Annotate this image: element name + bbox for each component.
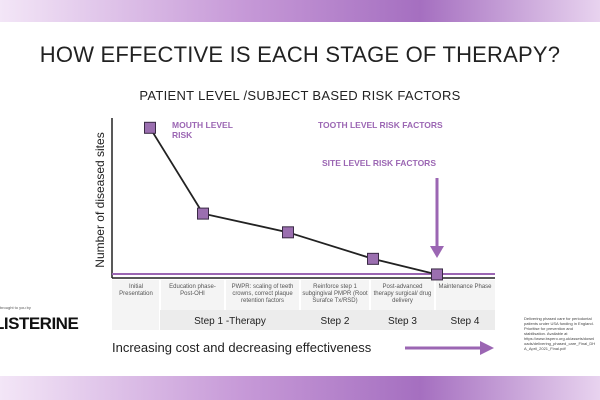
x-tick-label: Maintenance Phase: [438, 284, 492, 290]
step-label: Step 3: [388, 316, 417, 327]
x-tick-label: PWPR: scaling of teeth crowns, correct p…: [231, 284, 294, 304]
annotation: SITE LEVEL RISK FACTORS: [322, 158, 436, 168]
x-tick-label: Post-advanced therapy surgical/ drug del…: [373, 284, 432, 304]
marker: [367, 252, 379, 265]
brand-note: brought to you by: [0, 305, 31, 310]
marker: [431, 268, 443, 281]
cost-arrow-head: [480, 341, 494, 355]
marker: [197, 207, 209, 220]
top-band: [0, 0, 600, 22]
brand: LISTERINE: [0, 314, 79, 333]
marker: [282, 226, 294, 239]
marker: [144, 121, 156, 134]
x-tick-label: Education phase- Post-OHI: [169, 284, 216, 297]
step-label: Step 1 -Therapy: [194, 316, 266, 327]
y-axis-label: Number of diseased sites: [93, 132, 107, 268]
step-label: Step 4: [450, 316, 480, 327]
x-tick-label: Initial Presentation: [119, 284, 153, 297]
step-label: Step 2: [320, 316, 350, 327]
title: HOW EFFECTIVE IS EACH STAGE OF THERAPY?: [39, 42, 561, 67]
step-band: [160, 310, 495, 330]
line: [149, 127, 438, 276]
bottom-band: [0, 376, 600, 400]
footnote: Delivering phased care for periodontal p…: [524, 316, 596, 351]
site-arrow-head: [430, 246, 444, 258]
annotation: MOUTH LEVEL RISK: [172, 120, 233, 140]
subtitle: PATIENT LEVEL /SUBJECT BASED RISK FACTOR…: [139, 88, 461, 103]
annotation: TOOTH LEVEL RISK FACTORS: [318, 120, 443, 130]
x-tick-label: Reinforce step 1 subgingival PMPR (Root …: [302, 284, 368, 304]
cost-label: Increasing cost and decreasing effective…: [112, 340, 372, 355]
